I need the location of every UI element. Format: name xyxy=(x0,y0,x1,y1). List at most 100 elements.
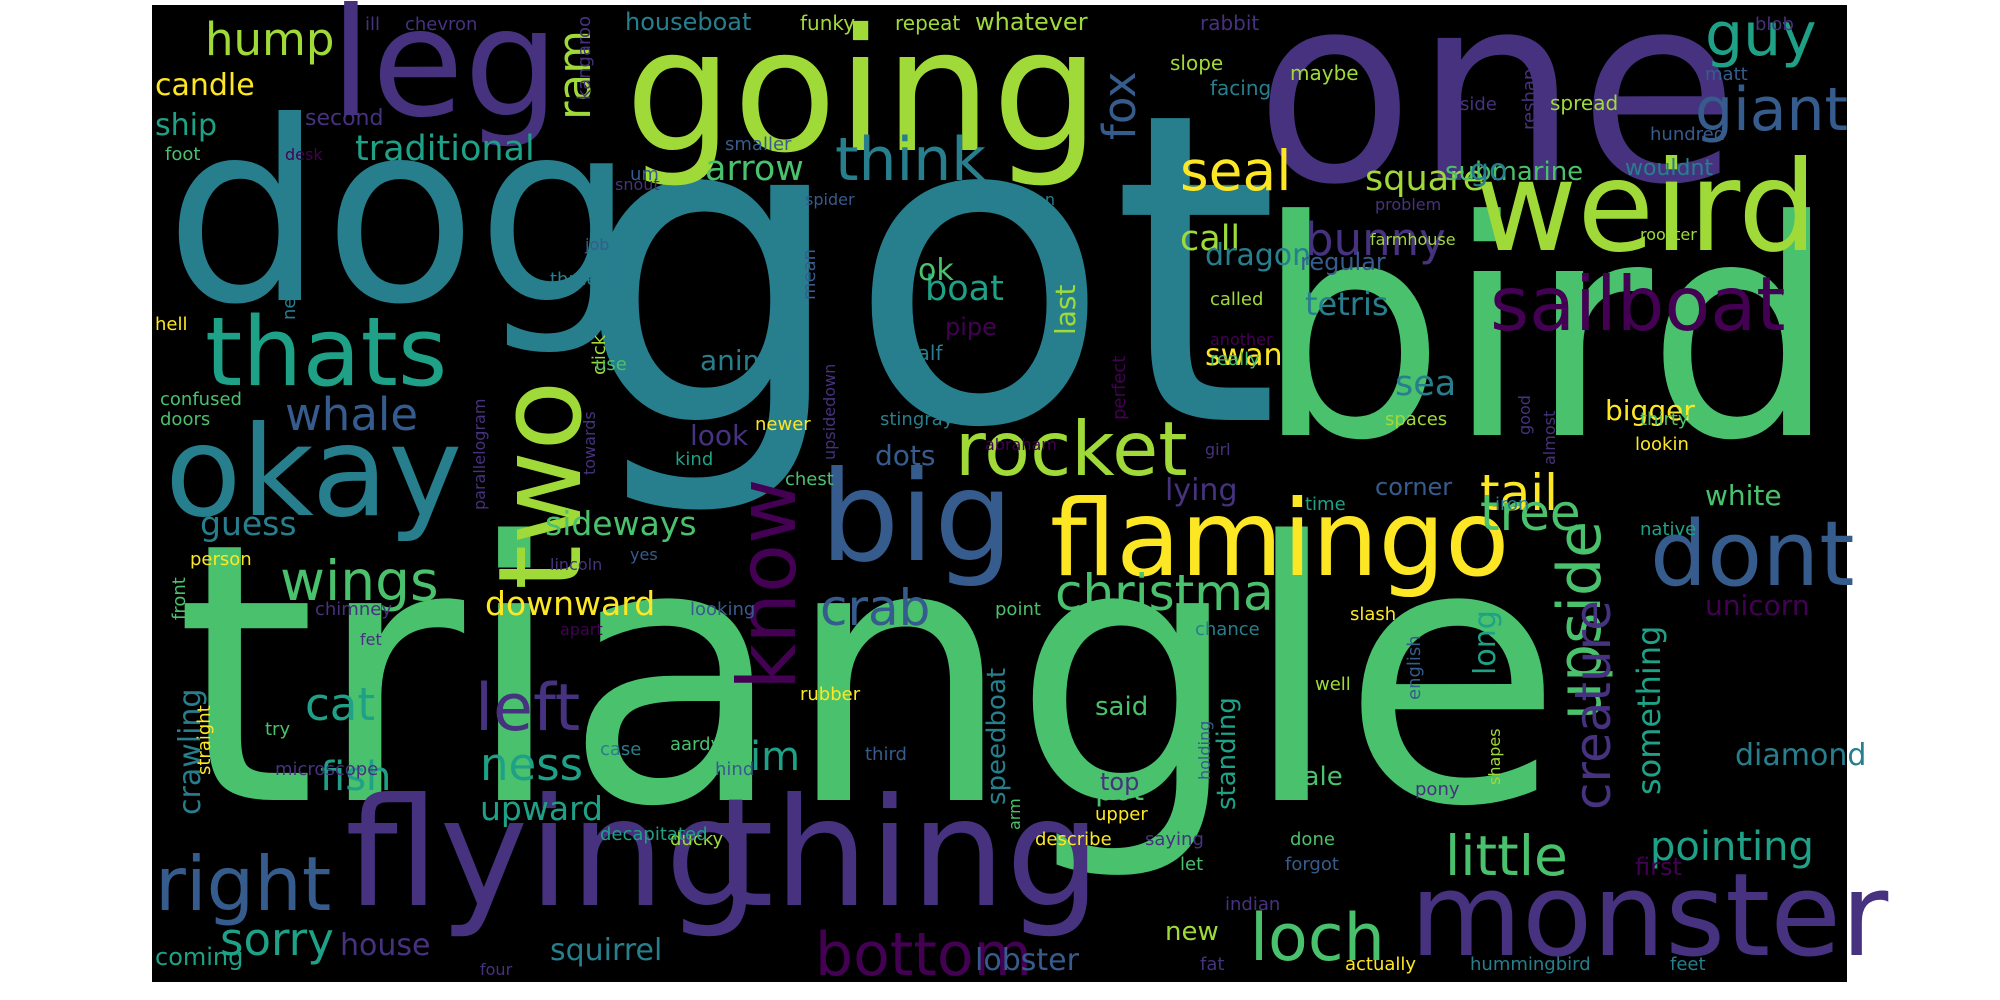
word-giant: giant xyxy=(1695,75,1848,145)
word-mean: mean xyxy=(799,249,820,300)
word-tail: tail xyxy=(1480,464,1558,522)
word-kangaroo: kangaroo xyxy=(574,16,595,100)
word-swan: swan xyxy=(1205,338,1283,373)
word-one: one xyxy=(1255,0,1739,242)
word-click: click xyxy=(589,334,610,375)
word-time: time xyxy=(1305,494,1346,515)
word-pot: pot xyxy=(1095,773,1144,808)
word-something: something xyxy=(1630,626,1668,795)
word-white: white xyxy=(1705,479,1782,512)
word-lying: lying xyxy=(1165,473,1237,508)
word-spider: spider xyxy=(805,190,855,209)
word-pipe: pipe xyxy=(945,313,997,341)
word-snout: snout xyxy=(615,175,660,194)
word-christmas: christmas xyxy=(1055,564,1300,622)
cloud-background xyxy=(152,5,1847,982)
word-reshape: reshape xyxy=(1519,58,1540,130)
word-arm: arm xyxy=(1005,798,1024,830)
word-sideways: sideways xyxy=(545,504,697,543)
word-top: top xyxy=(1100,768,1139,796)
word-native: native xyxy=(1640,519,1696,540)
word-said: said xyxy=(1095,692,1148,722)
word-dog: dog xyxy=(165,68,635,359)
word-know: know xyxy=(721,479,814,690)
word-animal: animal xyxy=(700,344,795,377)
word-left: left xyxy=(475,671,580,746)
word-ram: ram xyxy=(548,30,601,120)
word-okay: okay xyxy=(165,400,462,545)
word-dots: dots xyxy=(875,439,935,472)
word-sea: sea xyxy=(1395,364,1456,404)
word-sails: sails xyxy=(1215,393,1268,421)
word-bigger: bigger xyxy=(1605,394,1695,427)
word-girl: girl xyxy=(1205,440,1231,459)
word-called: called xyxy=(1210,289,1263,310)
word-call: call xyxy=(1180,219,1240,259)
word-hell: hell xyxy=(155,314,187,335)
word-ness: ness xyxy=(480,738,583,791)
word-ship: ship xyxy=(155,108,217,143)
word-rocket: rocket xyxy=(955,405,1188,493)
word-bunny: bunny xyxy=(1305,213,1446,266)
word-chevron: chevron xyxy=(405,14,477,35)
word-hind: hind xyxy=(715,759,754,780)
word-dont: dont xyxy=(1650,502,1855,607)
word-think: think xyxy=(835,125,986,195)
word-necessarily: necessarily xyxy=(279,218,300,320)
word-arrow: arrow xyxy=(705,149,804,189)
word-kind: kind xyxy=(675,449,713,470)
word-fox: fox xyxy=(1093,71,1146,140)
word-spaces: spaces xyxy=(1385,409,1447,430)
word-traditional: traditional xyxy=(355,129,535,169)
word-funky: funky xyxy=(800,11,855,35)
word-upward: upward xyxy=(480,789,603,828)
word-fat: fat xyxy=(1200,954,1224,975)
word-lincoln: lincoln xyxy=(550,555,602,574)
word-going: going xyxy=(625,0,1100,191)
word-fet: fet xyxy=(360,630,382,649)
word-second: second xyxy=(305,106,383,131)
word-problem: problem xyxy=(1375,195,1441,214)
word-rooster: rooster xyxy=(1640,225,1697,244)
word-house: house xyxy=(340,928,430,963)
word-actually: actually xyxy=(1345,954,1416,975)
word-chimney: chimney xyxy=(315,599,392,620)
word-sailboat: sailboat xyxy=(1490,260,1786,348)
word-parallelogram: parallelogram xyxy=(470,399,489,510)
word-long: long xyxy=(1468,610,1503,675)
word-case: case xyxy=(600,739,641,760)
word-iron: iron xyxy=(1495,494,1529,515)
word-creature: creature xyxy=(1564,600,1622,810)
word-good: good xyxy=(1515,395,1534,435)
word-look: look xyxy=(690,419,749,452)
word-perfect: perfect xyxy=(1109,356,1130,420)
word-monster: monster xyxy=(1410,849,1889,983)
word-looking: looking xyxy=(690,599,755,620)
word-corner: corner xyxy=(1375,473,1452,501)
word-saying: saying xyxy=(1145,829,1204,850)
word-pointing: pointing xyxy=(1650,824,1814,870)
word-indian: indian xyxy=(1225,894,1280,915)
word-crab: crab xyxy=(820,579,930,637)
word-ducky: ducky xyxy=(670,829,724,850)
word-flying: flying xyxy=(345,767,760,941)
word-front: front xyxy=(169,577,190,620)
word-squirrel: squirrel xyxy=(550,933,662,968)
word-ok: ok xyxy=(918,253,954,288)
word-farmhouse: farmhouse xyxy=(1370,230,1456,249)
word-wings: wings xyxy=(280,549,439,613)
word-feet: feet xyxy=(1670,954,1706,975)
word-job: job xyxy=(584,235,609,254)
word-fish: fish xyxy=(320,754,391,800)
word-whatever: whatever xyxy=(975,8,1088,36)
word-weird: weird xyxy=(1475,135,1817,280)
word-rubber: rubber xyxy=(800,684,861,705)
word-triangle: triangle xyxy=(175,466,1563,885)
word-done: done xyxy=(1290,829,1335,850)
word-point: point xyxy=(995,599,1041,620)
word-houseboat: houseboat xyxy=(625,8,751,36)
word-lookin: lookin xyxy=(1635,434,1689,455)
word-person: person xyxy=(190,549,252,570)
word-english: english xyxy=(1404,635,1425,700)
